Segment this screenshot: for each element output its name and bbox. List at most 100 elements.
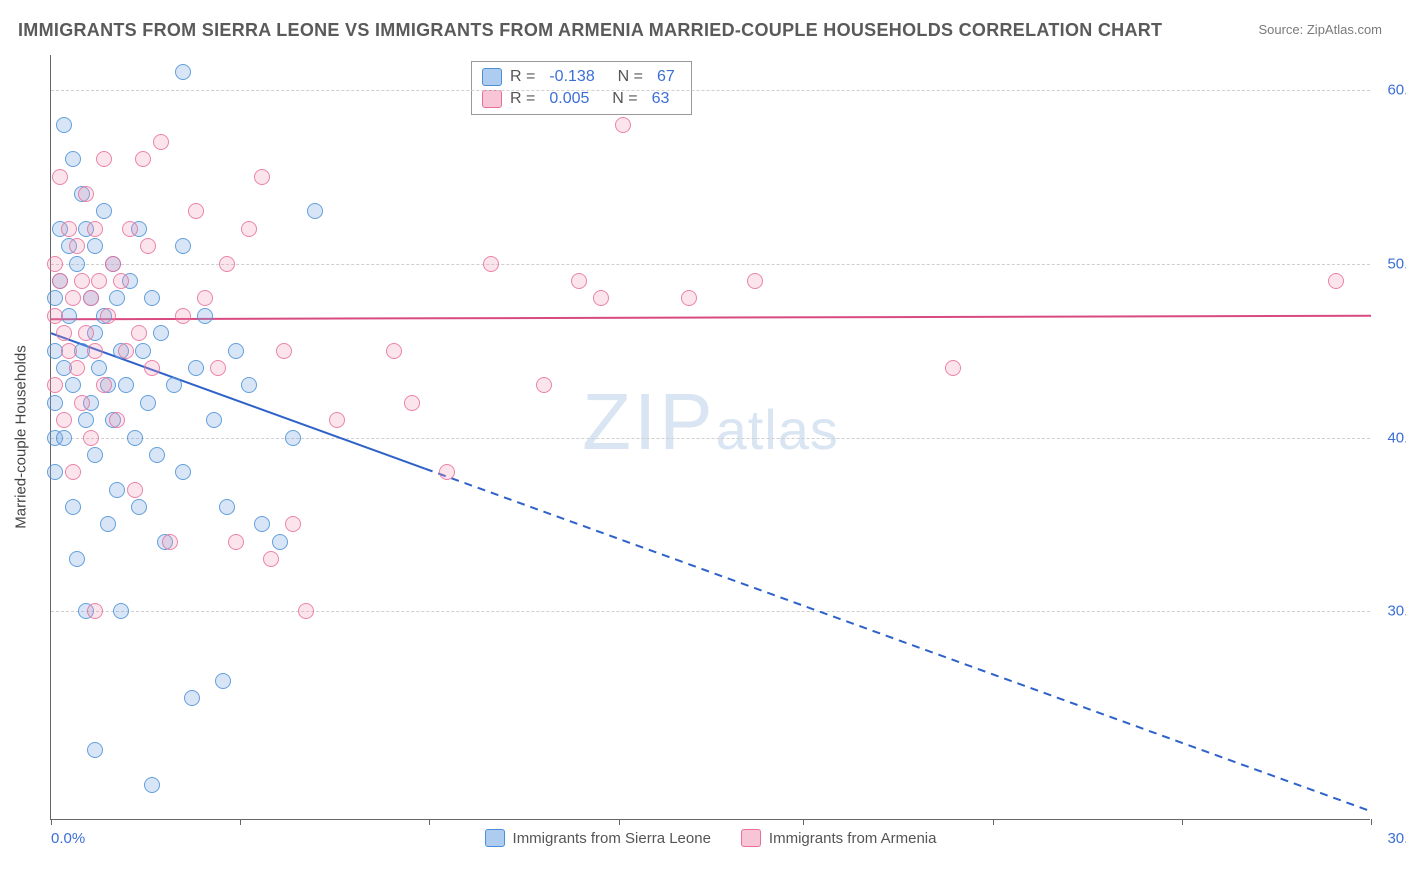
data-point (615, 117, 631, 133)
data-point (69, 551, 85, 567)
data-point (219, 256, 235, 272)
data-point (197, 308, 213, 324)
data-point (87, 343, 103, 359)
data-point (241, 221, 257, 237)
data-point (536, 377, 552, 393)
data-point (140, 395, 156, 411)
data-point (386, 343, 402, 359)
y-tick-label: 40.0% (1375, 429, 1406, 446)
data-point (118, 343, 134, 359)
swatch-pink-icon (741, 829, 761, 847)
y-tick-label: 60.0% (1375, 81, 1406, 98)
data-point (276, 343, 292, 359)
data-point (47, 395, 63, 411)
data-point (118, 377, 134, 393)
data-point (131, 499, 147, 515)
data-point (254, 516, 270, 532)
r-label: R = (510, 90, 535, 108)
gridline (51, 90, 1370, 91)
x-axis-min-label: 0.0% (51, 830, 85, 847)
data-point (298, 603, 314, 619)
data-point (78, 325, 94, 341)
data-point (87, 603, 103, 619)
data-point (96, 151, 112, 167)
n-value-sierra-leone: 67 (657, 68, 675, 86)
data-point (87, 221, 103, 237)
data-point (175, 464, 191, 480)
data-point (188, 360, 204, 376)
n-label: N = (603, 90, 637, 108)
data-point (197, 290, 213, 306)
data-point (153, 134, 169, 150)
data-point (166, 377, 182, 393)
series-legend: Immigrants from Sierra Leone Immigrants … (485, 829, 937, 847)
data-point (52, 169, 68, 185)
n-label: N = (609, 68, 643, 86)
data-point (228, 343, 244, 359)
data-point (210, 360, 226, 376)
data-point (184, 690, 200, 706)
data-point (91, 360, 107, 376)
data-point (87, 238, 103, 254)
data-point (122, 221, 138, 237)
x-tick-mark (619, 819, 620, 825)
data-point (254, 169, 270, 185)
legend-label-sierra-leone: Immigrants from Sierra Leone (513, 830, 711, 847)
data-point (56, 325, 72, 341)
data-point (56, 430, 72, 446)
data-point (69, 360, 85, 376)
data-point (65, 464, 81, 480)
data-point (113, 273, 129, 289)
data-point (100, 308, 116, 324)
data-point (87, 742, 103, 758)
data-point (74, 395, 90, 411)
data-point (91, 273, 107, 289)
data-point (105, 256, 121, 272)
y-tick-label: 30.0% (1375, 603, 1406, 620)
data-point (47, 377, 63, 393)
data-point (109, 482, 125, 498)
data-point (144, 290, 160, 306)
data-point (439, 464, 455, 480)
data-point (96, 203, 112, 219)
gridline (51, 611, 1370, 612)
data-point (747, 273, 763, 289)
correlation-legend: R = -0.138 N = 67 R = 0.005 N = 63 (471, 61, 692, 115)
x-tick-mark (1371, 819, 1372, 825)
x-tick-mark (51, 819, 52, 825)
data-point (131, 325, 147, 341)
data-point (47, 256, 63, 272)
trend-line-solid (51, 316, 1371, 319)
data-point (153, 325, 169, 341)
watermark-sub: atlas (716, 398, 839, 461)
data-point (241, 377, 257, 393)
data-point (56, 117, 72, 133)
data-point (285, 516, 301, 532)
data-point (113, 603, 129, 619)
data-point (593, 290, 609, 306)
data-point (65, 499, 81, 515)
data-point (945, 360, 961, 376)
data-point (1328, 273, 1344, 289)
data-point (135, 151, 151, 167)
watermark-main: ZIP (582, 377, 715, 466)
data-point (96, 377, 112, 393)
data-point (175, 308, 191, 324)
x-axis-max-label: 30.0% (1387, 830, 1406, 847)
data-point (206, 412, 222, 428)
data-point (47, 308, 63, 324)
data-point (65, 151, 81, 167)
legend-row-sierra-leone: R = -0.138 N = 67 (482, 66, 681, 88)
watermark: ZIPatlas (582, 376, 839, 468)
data-point (329, 412, 345, 428)
data-point (681, 290, 697, 306)
data-point (307, 203, 323, 219)
data-point (83, 290, 99, 306)
x-tick-mark (1182, 819, 1183, 825)
data-point (56, 412, 72, 428)
data-point (78, 412, 94, 428)
data-point (127, 482, 143, 498)
gridline (51, 438, 1370, 439)
data-point (135, 343, 151, 359)
r-value-sierra-leone: -0.138 (549, 68, 594, 86)
